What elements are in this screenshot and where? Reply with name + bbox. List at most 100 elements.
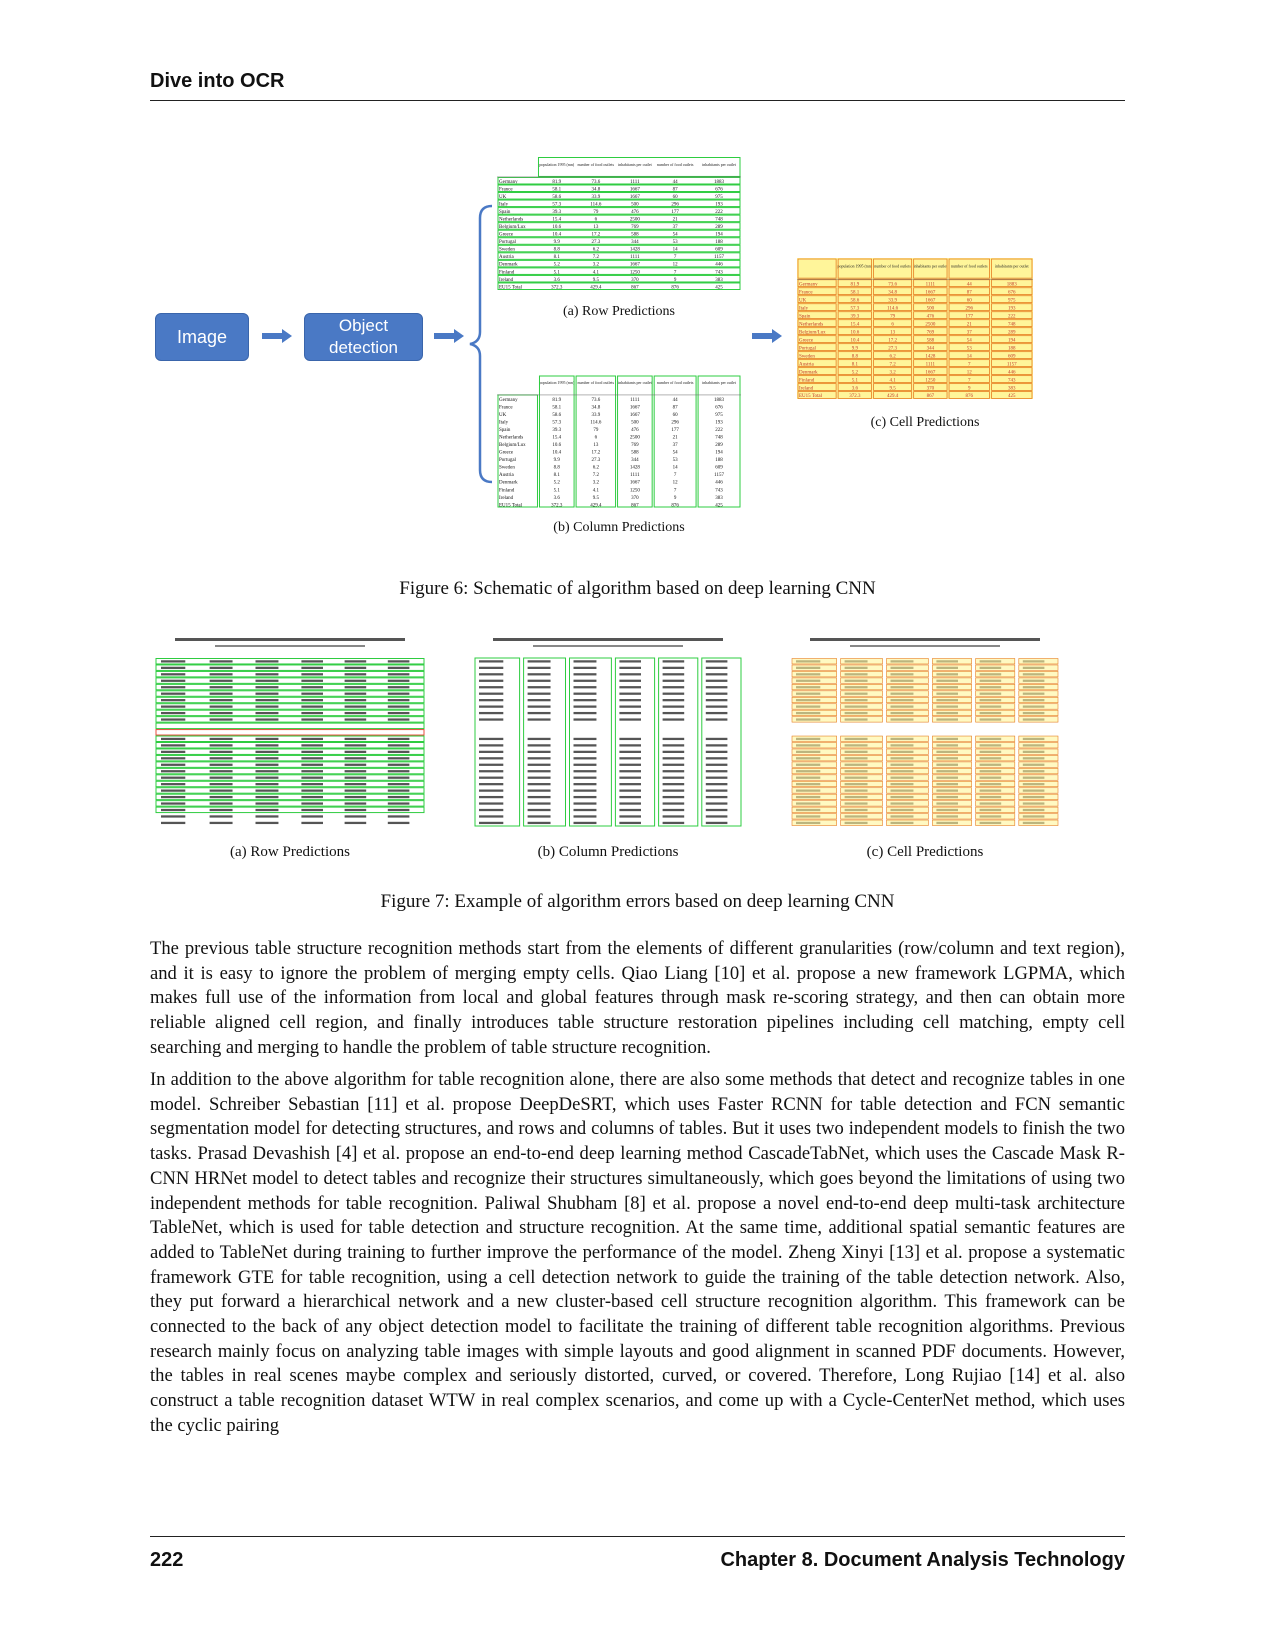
- cell-box: [1018, 709, 1059, 716]
- table-cell: 425: [1008, 394, 1016, 399]
- table-cell: Netherlands: [499, 218, 523, 223]
- table-cell: Austria: [499, 255, 515, 260]
- text-bar: [301, 808, 323, 812]
- table-cell: 9.9: [554, 458, 561, 463]
- cell-box: [797, 258, 837, 279]
- text-bar: [301, 744, 323, 747]
- table-cell: 6.2: [889, 354, 896, 359]
- table-cell: Germany: [499, 180, 518, 185]
- text-bar: [255, 699, 279, 702]
- cell-box: [991, 343, 1033, 351]
- table-cell: UK: [499, 413, 507, 418]
- cell-box: [932, 671, 972, 678]
- row-box: [497, 184, 741, 193]
- text-bar: [573, 757, 597, 760]
- cell-box: [1018, 819, 1059, 826]
- table-cell: 58.6: [552, 413, 561, 418]
- text-bar: [255, 783, 279, 786]
- cell-box: [1018, 671, 1059, 678]
- cell-box: [886, 690, 929, 697]
- cell-box: [913, 391, 948, 399]
- table-cell: 748: [1008, 322, 1016, 327]
- table-cell: 177: [671, 428, 679, 433]
- row-box: [497, 282, 741, 290]
- text-bar: [573, 783, 597, 786]
- text-bar: [527, 744, 551, 747]
- table-cell: 58.1: [552, 405, 561, 410]
- table-cell: 476: [631, 210, 639, 215]
- table-cell: 9.9: [852, 346, 859, 351]
- cell-box: [797, 303, 837, 311]
- text-bar: [255, 673, 279, 676]
- text-bar: [619, 776, 641, 779]
- table-cell: 14: [673, 248, 679, 253]
- text-bar: [527, 699, 551, 702]
- table-cell: 39.3: [552, 210, 561, 215]
- cell-box: [873, 295, 913, 303]
- cell-box: [837, 311, 872, 319]
- table-cell: Netherlands: [499, 436, 523, 441]
- table-cell: 37: [673, 225, 679, 230]
- text-bar: [209, 686, 233, 689]
- text-bar: [209, 744, 233, 747]
- cell-box: [1018, 664, 1059, 671]
- table-cell: 588: [631, 451, 639, 456]
- row-box: [497, 274, 741, 283]
- text-bar: [662, 718, 685, 721]
- table-cell: 769: [631, 443, 639, 448]
- text-bar: [662, 666, 685, 669]
- cell-box: [873, 311, 913, 319]
- table-cell: 10.4: [552, 233, 561, 238]
- table-cell: 609: [715, 248, 723, 253]
- text-bar: [387, 821, 410, 825]
- text-bar: [527, 711, 551, 715]
- cell-box: [873, 391, 913, 399]
- text-bar: [662, 770, 685, 773]
- table-cell: 1428: [630, 466, 641, 471]
- header-title: Dive into OCR: [150, 70, 285, 92]
- table-cell: 344: [927, 346, 935, 351]
- table-cell: 769: [927, 330, 935, 335]
- text-bar: [619, 686, 641, 689]
- table-cell: France: [499, 187, 513, 192]
- text-bar: [344, 821, 367, 825]
- text-bar: [301, 750, 323, 753]
- column-box: [697, 375, 741, 508]
- text-bar: [344, 795, 367, 799]
- cell-box: [886, 684, 929, 691]
- table-cell: 9: [674, 278, 677, 283]
- table-cell: 7: [674, 255, 677, 260]
- cell-box: [791, 755, 837, 762]
- cell-box: [948, 319, 990, 327]
- cell-box: [791, 696, 837, 704]
- table-cell: 1428: [630, 248, 641, 253]
- object-detection-label: Object detection: [329, 316, 398, 357]
- table-cell: 370: [631, 496, 639, 501]
- cell-box: [837, 258, 872, 279]
- table-cell: 81.9: [850, 282, 859, 287]
- cell-box: [886, 703, 929, 710]
- text-bar: [344, 666, 367, 669]
- cell-box: [932, 813, 972, 820]
- table-cell: 7: [674, 473, 677, 478]
- cell-box: [975, 774, 1016, 781]
- table-cell: 13: [593, 443, 599, 448]
- table-cell: 4.1: [593, 488, 600, 493]
- text-bar: [255, 776, 279, 779]
- text-bar: [573, 718, 597, 721]
- table-header-cell: number of food outlets: [578, 380, 615, 385]
- cell-box: [837, 327, 872, 335]
- text-bar: [662, 699, 685, 702]
- text-bar: [161, 737, 186, 741]
- table-cell: 193: [715, 202, 723, 207]
- cell-box: [948, 311, 990, 319]
- cell-box: [791, 774, 837, 781]
- cell-box: [1018, 813, 1059, 820]
- table-header-cell: number of food outlets: [578, 162, 615, 167]
- table-cell: 676: [1008, 290, 1016, 295]
- table-cell: Ireland: [799, 386, 814, 391]
- table-cell: 1157: [1007, 362, 1017, 367]
- table-cell: 867: [927, 394, 935, 399]
- text-bar: [344, 705, 367, 708]
- row-predictions-table: population 1995 (mn) number of food outle…: [497, 157, 741, 290]
